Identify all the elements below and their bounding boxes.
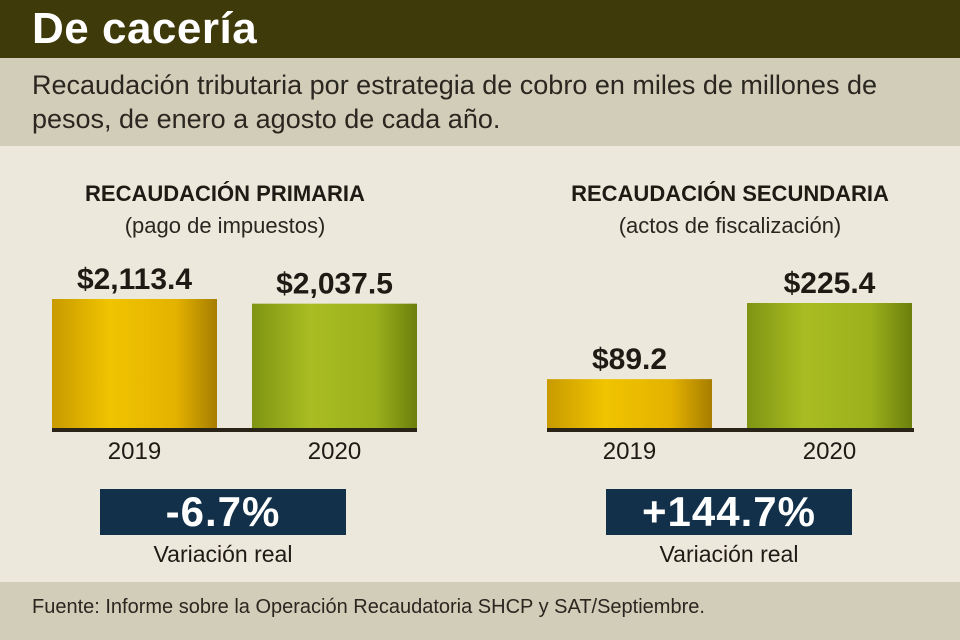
page-title: De cacería xyxy=(32,4,258,53)
secondary-variation-label: Variación real xyxy=(659,541,799,567)
primary-variation-label: Variación real xyxy=(153,541,293,567)
primary-value-label-2020: $2,037.5 xyxy=(276,268,393,301)
subtitle-band: Recaudación tributaria por estrategia de… xyxy=(0,58,960,146)
secondary-bar-2020 xyxy=(747,303,912,429)
primary-bar-chart: $2,113.4 2019 $2,037.5 2020 xyxy=(52,263,417,465)
secondary-bar-chart: $89.2 2019 $225.4 2020 xyxy=(547,267,914,465)
primary-chart-subtitle: (pago de impuestos) xyxy=(124,213,326,238)
secondary-value-label-2019: $89.2 xyxy=(592,343,667,376)
primary-value-label-2019: $2,113.4 xyxy=(77,263,192,296)
secondary-tick-label-2020: 2020 xyxy=(803,438,856,465)
primary-bar-2019 xyxy=(52,299,217,429)
secondary-chart-title: RECAUDACIÓN SECUNDARIA xyxy=(571,181,889,206)
secondary-bar-2019 xyxy=(547,379,712,429)
source-note: Fuente: Informe sobre la Operación Recau… xyxy=(32,596,705,618)
secondary-variation-badge: +144.7% xyxy=(606,489,852,535)
page-subtitle: Recaudación tributaria por estrategia de… xyxy=(32,70,877,134)
secondary-tick-label-2019: 2019 xyxy=(603,438,656,465)
primary-baseline-axis xyxy=(52,428,417,432)
primary-chart-title: RECAUDACIÓN PRIMARIA xyxy=(85,181,365,206)
primary-tick-label-2020: 2020 xyxy=(308,438,361,465)
header-bar: De cacería xyxy=(0,0,960,58)
secondary-baseline-axis xyxy=(547,428,914,432)
footer: Fuente: Informe sobre la Operación Recau… xyxy=(0,582,960,640)
primary-variation-badge: -6.7% xyxy=(100,489,346,535)
secondary-value-label-2020: $225.4 xyxy=(784,267,876,300)
primary-bar-2020 xyxy=(252,303,417,429)
secondary-chart-subtitle: (actos de fiscalización) xyxy=(618,213,842,238)
primary-tick-label-2019: 2019 xyxy=(108,438,161,465)
